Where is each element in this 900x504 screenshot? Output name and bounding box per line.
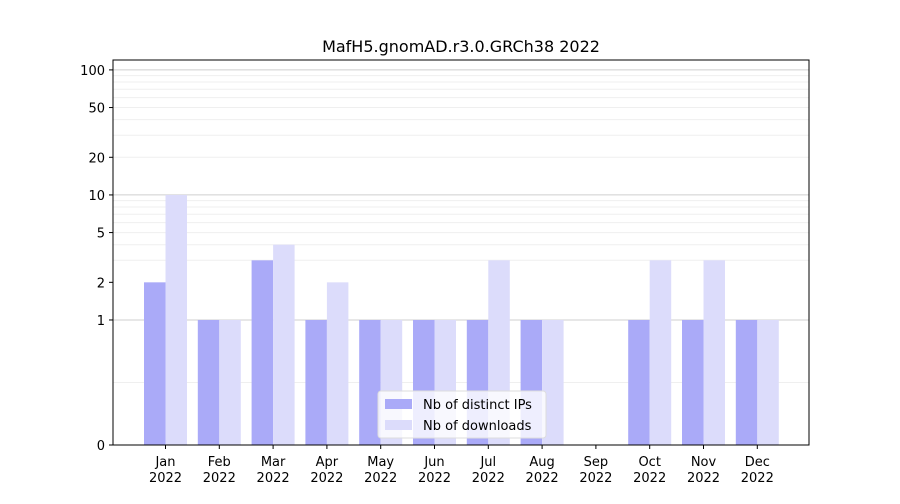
- legend-swatch: [385, 420, 412, 430]
- x-tick-label-year: 2022: [472, 471, 505, 486]
- chart-title: MafH5.gnomAD.r3.0.GRCh38 2022: [322, 37, 600, 56]
- legend-swatch: [385, 399, 412, 409]
- x-tick-label-month: Oct: [638, 455, 660, 470]
- legend-label: Nb of downloads: [423, 419, 532, 434]
- plot-frame: [112, 59, 810, 446]
- x-tick-label-month: Dec: [745, 455, 770, 470]
- y-tick-label: 50: [88, 102, 105, 117]
- y-tick-label: 0: [97, 439, 105, 454]
- bar-downloads-feb: [219, 319, 241, 445]
- bar-distinct-ips-jan: [144, 282, 166, 445]
- bar-downloads-jan: [165, 194, 187, 445]
- y-tick-label: 20: [88, 151, 105, 166]
- x-tick-label-month: Jun: [423, 455, 444, 470]
- axes: 0125102050100Jan2022Feb2022Mar2022Apr202…: [80, 59, 810, 486]
- legend-label: Nb of distinct IPs: [423, 398, 532, 413]
- y-tick-label: 100: [80, 64, 105, 79]
- bar-downloads-apr: [326, 282, 349, 445]
- legend: Nb of distinct IPs Nb of downloads: [377, 390, 547, 439]
- x-tick-label-month: Jul: [479, 455, 496, 470]
- x-tick-label-year: 2022: [257, 471, 290, 486]
- x-tick-label-year: 2022: [526, 471, 559, 486]
- legend-box: [377, 390, 547, 439]
- bar-downloads-mar: [273, 244, 295, 445]
- bar-distinct-ips-dec: [735, 319, 758, 445]
- x-tick-label-month: Aug: [529, 455, 554, 470]
- x-tick-label-year: 2022: [579, 471, 612, 486]
- x-tick-label-month: Nov: [691, 455, 717, 470]
- x-tick-label-year: 2022: [741, 471, 774, 486]
- bar-downloads-aug: [542, 319, 564, 445]
- bar-distinct-ips-may: [359, 319, 381, 445]
- x-tick-label-month: May: [367, 455, 394, 470]
- x-tick-label-year: 2022: [687, 471, 720, 486]
- x-tick-label-year: 2022: [310, 471, 343, 486]
- bar-distinct-ips-oct: [628, 319, 650, 445]
- y-tick-label: 5: [97, 227, 105, 242]
- y-tick-label: 10: [88, 189, 105, 204]
- x-tick-label-month: Feb: [208, 455, 231, 470]
- x-tick-label-year: 2022: [364, 471, 397, 486]
- bar-downloads-dec: [757, 319, 779, 445]
- y-tick-label: 2: [97, 276, 105, 291]
- grid-lines: [113, 69, 809, 383]
- bar-distinct-ips-feb: [197, 319, 220, 445]
- x-tick-label-month: Apr: [316, 455, 339, 470]
- bar-downloads-nov: [703, 260, 725, 445]
- bar-downloads-oct: [649, 260, 672, 445]
- x-tick-label-month: Sep: [584, 455, 609, 470]
- bar-distinct-ips-mar: [251, 260, 274, 445]
- bar-distinct-ips-apr: [305, 319, 327, 445]
- x-tick-label-year: 2022: [633, 471, 666, 486]
- y-tick-label: 1: [97, 314, 105, 329]
- x-tick-label-month: Mar: [261, 455, 286, 470]
- bar-distinct-ips-nov: [682, 319, 704, 445]
- x-tick-label-year: 2022: [418, 471, 451, 486]
- x-tick-label-year: 2022: [203, 471, 236, 486]
- x-tick-label-month: Jan: [154, 455, 175, 470]
- x-tick-label-year: 2022: [149, 471, 182, 486]
